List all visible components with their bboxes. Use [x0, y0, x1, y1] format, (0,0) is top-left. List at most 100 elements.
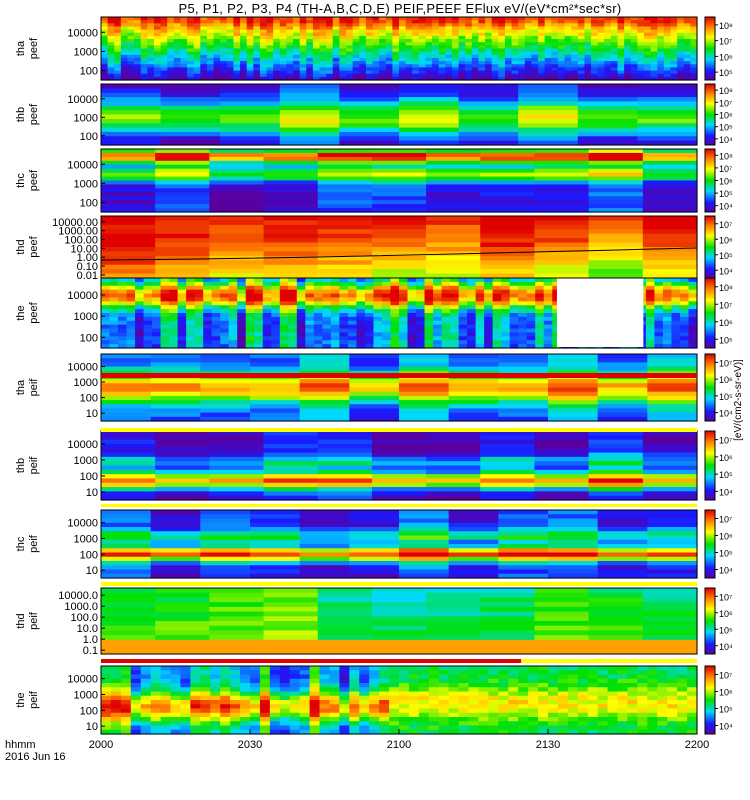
y-tick-label: 10000: [67, 361, 98, 373]
colorbar-tick-label: 10⁶: [719, 177, 733, 187]
figure-title: P5, P1, P2, P3, P4 (TH-A,B,C,D,E) PEIF,P…: [178, 1, 622, 16]
y-axis-label: peif: [28, 378, 40, 397]
y-tick-label: 1000.00: [58, 226, 98, 238]
y-axis-label: tha: [15, 379, 27, 395]
y-tick-label: 100.00: [64, 234, 98, 246]
colorbar-tick-label: 10⁴: [719, 642, 733, 652]
colorbar-tick-label: 10⁵: [719, 625, 733, 635]
y-tick-label: 10000: [67, 518, 98, 530]
panel-frame: [100, 83, 698, 146]
overlay-line: [100, 247, 698, 261]
status-strip: [101, 582, 697, 586]
y-tick-label: 10000: [67, 674, 98, 686]
y-tick-label: 10000: [67, 94, 98, 106]
colorbar-tick-label: 10⁷: [719, 37, 732, 47]
colorbar-tick-label: 10⁵: [719, 251, 733, 261]
y-axis-label: peef: [28, 301, 40, 323]
colorbar: [704, 587, 716, 655]
y-tick-label: 1000: [74, 689, 98, 701]
colorbar: [704, 430, 716, 501]
colorbar-tick-label: 10⁶: [719, 375, 733, 385]
colorbar-tick-label: 10⁷: [719, 592, 732, 602]
y-tick-label: 0.01: [77, 270, 98, 282]
colorbar-tick-label: 10⁵: [719, 705, 733, 715]
y-tick-label: 100: [80, 332, 98, 344]
spectrogram-panel: [100, 509, 698, 579]
y-axis-label: thd: [15, 613, 27, 628]
spectrogram-panel: [100, 430, 698, 501]
spectrogram-panel: [100, 16, 698, 81]
y-axis-label: peef: [28, 103, 40, 125]
colorbar-tick-label: 10⁵: [719, 123, 733, 133]
colorbar-tick-label: 10⁵: [719, 68, 733, 78]
y-axis-label: thc: [15, 536, 27, 551]
y-tick-label: 100: [80, 549, 98, 561]
colorbar-tick-label: 10⁷: [719, 436, 732, 446]
y-tick-label: 10.0: [77, 623, 98, 635]
colorbar-tick-label: 10⁴: [719, 722, 733, 732]
y-tick-label: 100: [80, 131, 98, 143]
colorbar-units-label: [eV/(cm2-s-sr-eV)]: [733, 359, 744, 441]
status-strip: [101, 373, 697, 378]
y-axis-label: peif: [28, 534, 40, 553]
y-axis-label: peef: [28, 37, 40, 59]
colorbar-tick-label: 10⁶: [719, 688, 733, 698]
spectrogram-panel: [100, 665, 698, 735]
colorbar-tick-label: 10⁴: [719, 202, 733, 212]
y-axis-label: thd: [15, 239, 27, 254]
colorbar-tick-label: 10⁵: [719, 470, 733, 480]
panel-frame: [100, 16, 698, 81]
colorbar-tick-label: 10⁶: [719, 532, 733, 542]
colorbar-tick-label: 10⁵: [719, 335, 733, 345]
colorbar-tick-label: 10⁴: [719, 566, 733, 576]
y-axis-label: tha: [15, 40, 27, 56]
y-tick-label: 100.0: [70, 612, 98, 624]
x-tick-label: 2100: [387, 739, 411, 751]
y-tick-label: 100: [80, 65, 98, 77]
colorbar-tick-label: 10⁷: [719, 671, 732, 681]
y-tick-label: 0.1: [83, 645, 98, 657]
colorbar: [704, 148, 716, 213]
colorbar-tick-label: 10⁴: [719, 487, 733, 497]
y-axis-label: thc: [15, 173, 27, 188]
y-tick-label: 10: [86, 565, 98, 577]
y-axis-label: peef: [28, 169, 40, 191]
y-axis-label: the: [15, 305, 27, 320]
y-tick-label: 1000: [74, 533, 98, 545]
colorbar: [704, 665, 716, 735]
colorbar-tick-label: 10⁸: [719, 21, 733, 31]
colorbar-tick-label: 10⁵: [719, 549, 733, 559]
y-tick-label: 100: [80, 197, 98, 209]
y-axis-label: thb: [15, 107, 27, 122]
y-tick-label: 10: [86, 487, 98, 499]
colorbar: [704, 509, 716, 579]
x-tick-label: 2000: [89, 739, 113, 751]
colorbar-tick-label: 10⁵: [719, 392, 733, 402]
colorbar-tick-label: 10⁴: [719, 409, 733, 419]
y-tick-label: 10.00: [70, 243, 98, 255]
colorbar-tick-label: 10⁷: [719, 164, 732, 174]
y-tick-label: 1000: [74, 311, 98, 323]
y-axis-label: peif: [28, 690, 40, 709]
status-strip: [521, 659, 697, 663]
spectrogram-panel: [100, 277, 698, 349]
panel-frame: [100, 148, 698, 213]
y-axis-label: the: [15, 692, 27, 707]
colorbar-tick-label: 10⁷: [719, 515, 732, 525]
colorbar: [704, 353, 716, 422]
y-tick-label: 10000: [67, 290, 98, 302]
colorbar-tick-label: 10⁶: [719, 609, 733, 619]
panel-frame: [100, 587, 698, 655]
colorbar-tick-label: 10⁶: [719, 52, 733, 62]
y-tick-label: 10: [86, 721, 98, 733]
colorbar-tick-label: 10⁶: [719, 453, 733, 463]
colorbar-tick-label: 10⁸: [719, 86, 733, 96]
panel-frame: [100, 277, 698, 349]
y-tick-label: 1.0: [83, 634, 98, 646]
y-axis-label: thb: [15, 458, 27, 473]
x-tick-label: 2200: [685, 739, 709, 751]
y-tick-label: 100: [80, 471, 98, 483]
y-tick-label: 100: [80, 393, 98, 405]
